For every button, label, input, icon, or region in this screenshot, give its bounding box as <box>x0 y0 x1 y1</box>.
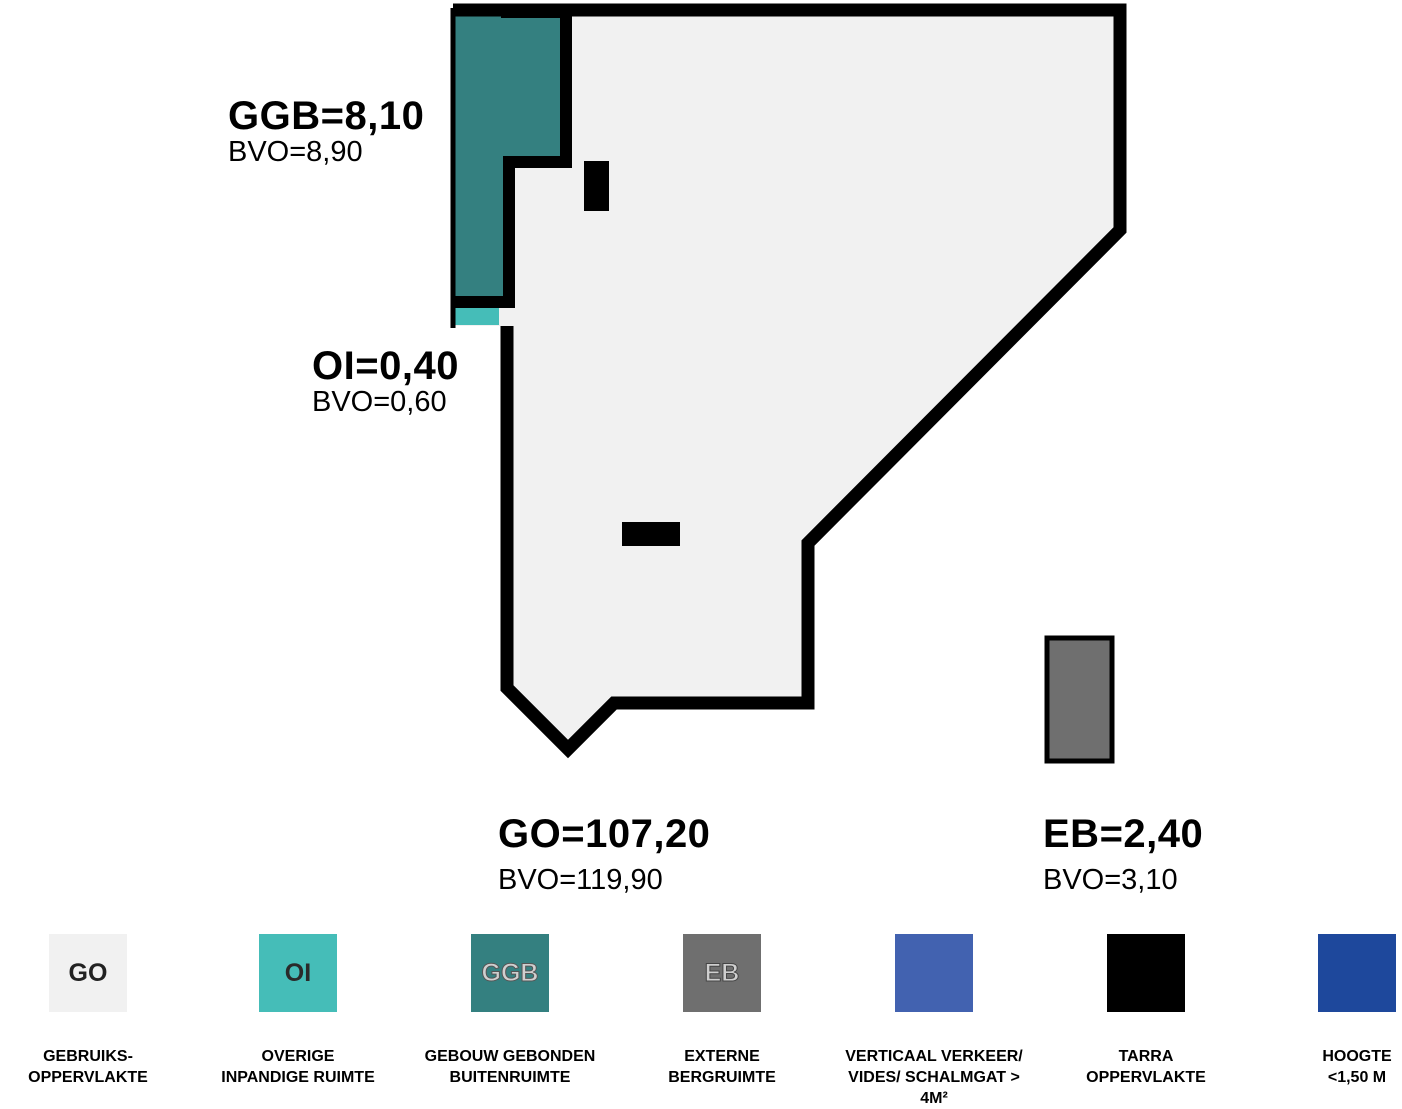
outer-wall <box>453 3 1127 759</box>
eb-bvo: BVO=3,10 <box>1043 864 1178 896</box>
tarra-column-1 <box>584 161 609 211</box>
eb-area-label: EB=2,40 BVO=3,10 <box>1043 814 1203 895</box>
ggb-value: GGB=8,10 <box>228 94 425 138</box>
ggb-area <box>453 10 566 300</box>
go-bvo: BVO=119,90 <box>498 864 663 896</box>
oi-bvo: BVO=0,60 <box>312 386 447 418</box>
oi-area <box>453 303 499 325</box>
go-value: GO=107,20 <box>498 812 711 856</box>
oi-area-label: OI=0,40 BVO=0,60 <box>312 346 459 417</box>
ggb-area-label: GGB=8,10 BVO=8,90 <box>228 96 424 167</box>
eb-value: EB=2,40 <box>1043 812 1204 856</box>
oi-value: OI=0,40 <box>312 344 459 388</box>
balcony-inner-wall <box>455 6 572 308</box>
go-area <box>453 10 1120 749</box>
tarra-column-2 <box>622 522 680 546</box>
eb-storage <box>1044 635 1115 764</box>
go-area-label: GO=107,20 BVO=119,90 <box>498 814 710 895</box>
ggb-bvo: BVO=8,90 <box>228 136 363 168</box>
